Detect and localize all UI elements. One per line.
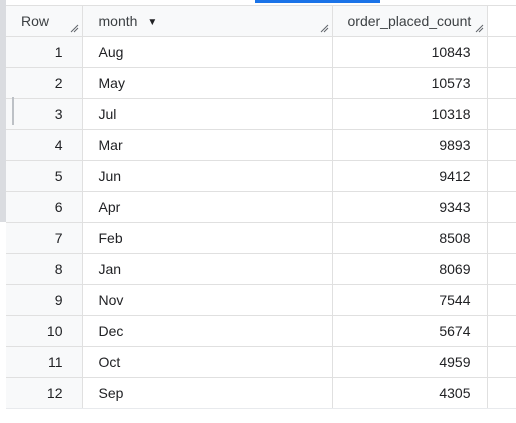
table-row: 12 Sep 4305: [6, 377, 516, 409]
month-cell[interactable]: Aug: [82, 36, 333, 68]
count-cell[interactable]: 4959: [332, 346, 488, 378]
count-cell[interactable]: 9412: [332, 160, 488, 192]
row-filler: [487, 284, 516, 316]
row-number: 6: [6, 191, 83, 223]
month-cell[interactable]: Mar: [82, 129, 333, 161]
row-number: 9: [6, 284, 83, 316]
row-number: 3: [6, 98, 83, 130]
table-row: 1 Aug 10843: [6, 36, 516, 68]
month-cell[interactable]: Jun: [82, 160, 333, 192]
count-cell[interactable]: 10573: [332, 67, 488, 99]
column-resize-icon[interactable]: [474, 23, 484, 33]
row-drag-handle[interactable]: [12, 97, 14, 125]
row-filler: [487, 315, 516, 347]
table-bottom-divider: [6, 408, 516, 409]
month-cell[interactable]: May: [82, 67, 333, 99]
count-cell[interactable]: 8069: [332, 253, 488, 285]
active-tab-indicator: [255, 0, 380, 3]
column-resize-icon[interactable]: [319, 23, 329, 33]
left-panel-edge: [0, 0, 6, 222]
month-cell[interactable]: Nov: [82, 284, 333, 316]
row-filler: [487, 346, 516, 378]
row-number: 12: [6, 377, 83, 409]
header-filler: [487, 5, 516, 37]
table-row: 5 Jun 9412: [6, 160, 516, 192]
count-cell[interactable]: 10318: [332, 98, 488, 130]
results-table: Row month ▼ order_placed_count: [6, 5, 516, 409]
column-header-order-placed-count[interactable]: order_placed_count: [332, 5, 488, 37]
month-cell[interactable]: Feb: [82, 222, 333, 254]
row-filler: [487, 191, 516, 223]
caret-down-icon[interactable]: ▼: [147, 17, 158, 28]
row-filler: [487, 377, 516, 409]
row-filler: [487, 98, 516, 130]
table-row: 8 Jan 8069: [6, 253, 516, 285]
table-row: 9 Nov 7544: [6, 284, 516, 316]
count-cell[interactable]: 5674: [332, 315, 488, 347]
row-number: 11: [6, 346, 83, 378]
row-filler: [487, 253, 516, 285]
table-row: 2 May 10573: [6, 67, 516, 99]
table-row: 10 Dec 5674: [6, 315, 516, 347]
row-filler: [487, 36, 516, 68]
month-cell[interactable]: Dec: [82, 315, 333, 347]
row-number: 7: [6, 222, 83, 254]
column-header-row[interactable]: Row: [6, 5, 83, 37]
table-row: 4 Mar 9893: [6, 129, 516, 161]
table-row: 11 Oct 4959: [6, 346, 516, 378]
count-cell[interactable]: 9893: [332, 129, 488, 161]
month-cell[interactable]: Apr: [82, 191, 333, 223]
row-filler: [487, 67, 516, 99]
row-number: 4: [6, 129, 83, 161]
month-cell[interactable]: Jan: [82, 253, 333, 285]
table-header-row: Row month ▼ order_placed_count: [6, 5, 516, 37]
month-cell[interactable]: Jul: [82, 98, 333, 130]
month-cell[interactable]: Oct: [82, 346, 333, 378]
row-number: 2: [6, 67, 83, 99]
count-cell[interactable]: 7544: [332, 284, 488, 316]
row-number: 8: [6, 253, 83, 285]
column-header-label: order_placed_count: [347, 13, 472, 29]
row-number: 1: [6, 36, 83, 68]
table-row: 7 Feb 8508: [6, 222, 516, 254]
row-filler: [487, 222, 516, 254]
table-row: 3 Jul 10318: [6, 98, 516, 130]
count-cell[interactable]: 4305: [332, 377, 488, 409]
column-header-month[interactable]: month ▼: [82, 5, 333, 37]
count-cell[interactable]: 10843: [332, 36, 488, 68]
column-resize-icon[interactable]: [69, 23, 79, 33]
count-cell[interactable]: 8508: [332, 222, 488, 254]
row-filler: [487, 129, 516, 161]
row-number: 5: [6, 160, 83, 192]
month-cell[interactable]: Sep: [82, 377, 333, 409]
row-filler: [487, 160, 516, 192]
count-cell[interactable]: 9343: [332, 191, 488, 223]
row-number: 10: [6, 315, 83, 347]
column-header-label: Row: [21, 13, 50, 29]
table-row: 6 Apr 9343: [6, 191, 516, 223]
column-header-label: month: [98, 13, 138, 29]
